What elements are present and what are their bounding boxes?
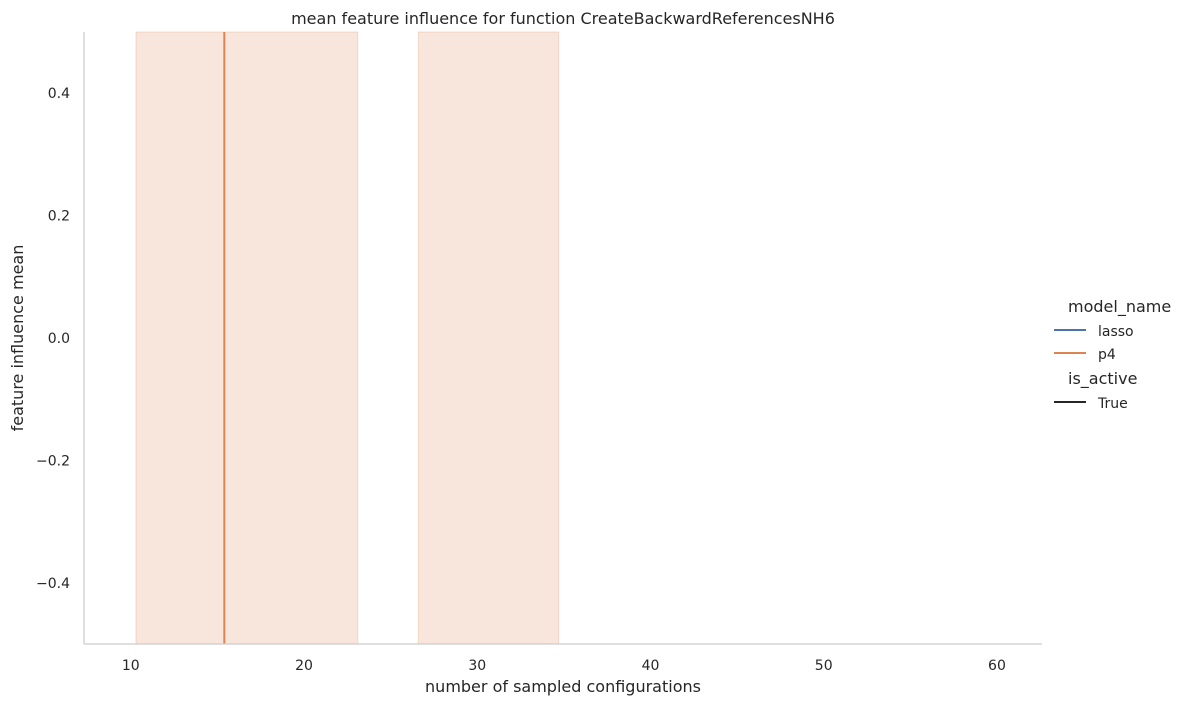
x-tick-label: 50 <box>815 658 833 674</box>
confidence-band <box>417 31 560 645</box>
legend-label: p4 <box>1098 347 1116 363</box>
x-tick-label: 30 <box>468 658 486 674</box>
chart-title: mean feature influence for function Crea… <box>291 9 835 28</box>
legend-title: is_active <box>1068 369 1137 389</box>
y-ticks: −0.4 −0.2 0.0 0.2 0.4 <box>36 86 70 592</box>
x-tick-label: 20 <box>295 658 313 674</box>
y-axis-label: feature influence mean <box>8 245 27 432</box>
confidence-bands <box>135 31 560 645</box>
x-tick-label: 10 <box>122 658 140 674</box>
y-tick-label: −0.4 <box>36 576 70 592</box>
x-ticks: 10 20 30 40 50 60 <box>122 658 1006 674</box>
confidence-band <box>135 31 359 645</box>
legend-label: True <box>1097 396 1128 412</box>
y-tick-label: 0.4 <box>48 86 70 102</box>
y-tick-label: 0.0 <box>48 331 70 347</box>
x-tick-label: 40 <box>642 658 660 674</box>
y-tick-label: 0.2 <box>48 209 70 225</box>
x-tick-label: 60 <box>988 658 1006 674</box>
legend-title: model_name <box>1068 297 1171 317</box>
axes <box>83 32 1042 645</box>
y-tick-label: −0.2 <box>36 453 70 469</box>
legend-label: lasso <box>1098 324 1134 340</box>
x-axis-label: number of sampled configurations <box>425 677 701 696</box>
